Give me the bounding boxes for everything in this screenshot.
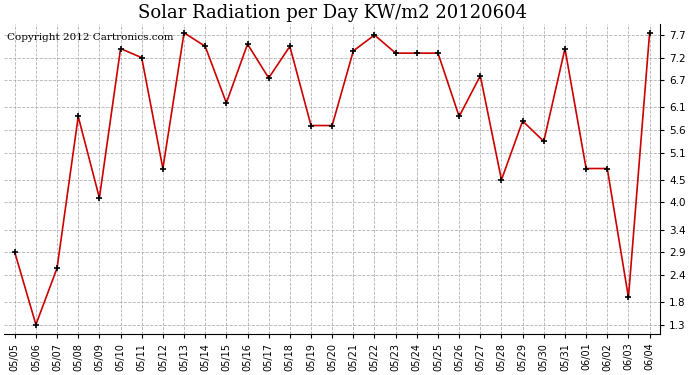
Text: Copyright 2012 Cartronics.com: Copyright 2012 Cartronics.com <box>8 33 174 42</box>
Title: Solar Radiation per Day KW/m2 20120604: Solar Radiation per Day KW/m2 20120604 <box>138 4 526 22</box>
